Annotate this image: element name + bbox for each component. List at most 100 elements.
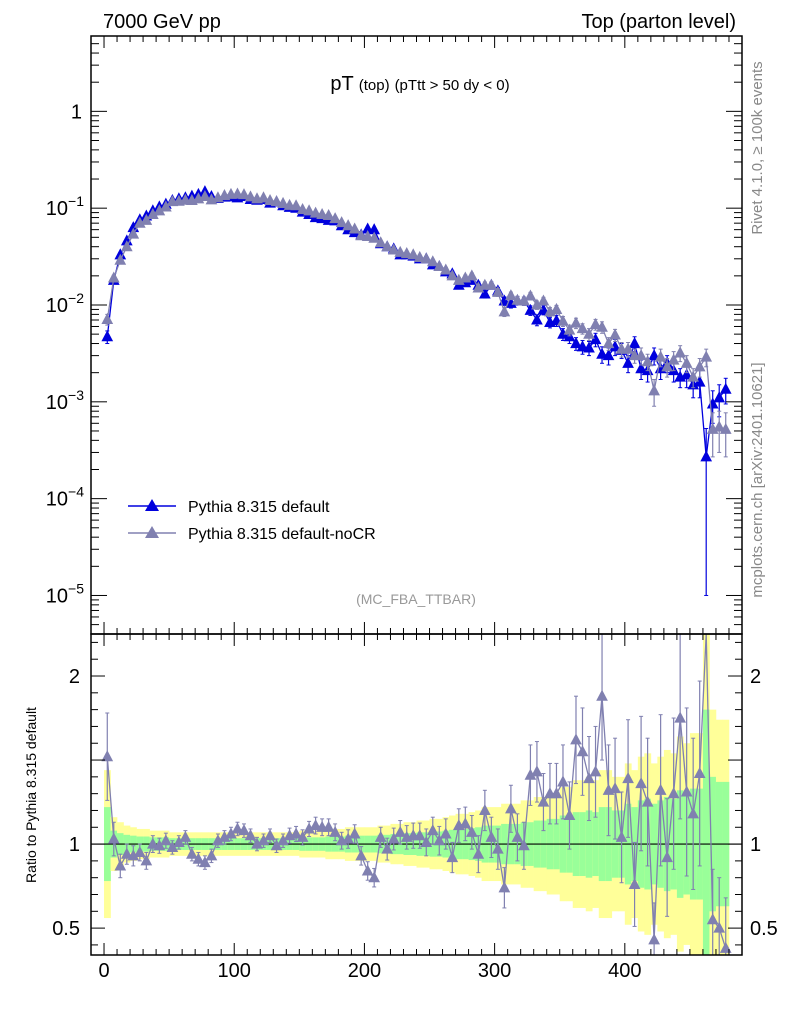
ratio-point <box>413 829 426 841</box>
ratio-point <box>576 745 589 757</box>
ratio-point <box>596 689 608 701</box>
data-point-nocr <box>674 346 687 358</box>
ratio-point <box>479 803 491 816</box>
data-point-default <box>622 356 634 368</box>
data-point-nocr <box>602 337 615 349</box>
ratio-point <box>531 765 543 777</box>
data-point-nocr <box>374 236 387 248</box>
ratio-uncertainty-bands <box>104 634 730 955</box>
data-point-nocr <box>199 189 211 202</box>
data-point-nocr <box>439 263 452 275</box>
ratio-y-tick-label-left: 1 <box>69 834 80 856</box>
ratio-point <box>133 845 146 858</box>
data-point-default <box>713 391 726 403</box>
ratio-point <box>570 733 582 745</box>
data-point-default <box>368 223 381 235</box>
data-point-nocr <box>550 302 563 314</box>
data-point-nocr <box>641 355 654 367</box>
data-point-nocr <box>518 294 530 306</box>
data-point-nocr <box>238 188 250 200</box>
plot-title: pT (top) (pTtt > 50 dy < 0) <box>330 73 509 95</box>
ratio-band-inner <box>702 709 710 955</box>
ratio-point <box>120 847 133 859</box>
ratio-point <box>322 820 335 832</box>
data-point-nocr <box>322 209 335 221</box>
ratio-y-tick-label-right: 1 <box>750 834 761 856</box>
data-point-nocr <box>654 350 667 362</box>
data-point-nocr <box>127 227 140 239</box>
ratio-y-axis-label: Ratio to Pythia 8.315 default <box>23 707 39 883</box>
ratio-point <box>368 871 381 883</box>
ratio-point <box>537 795 550 807</box>
data-point-nocr <box>667 353 680 365</box>
ratio-point <box>641 795 654 807</box>
ratio-point <box>140 854 153 866</box>
data-point-nocr <box>635 349 647 361</box>
ratio-point <box>238 824 250 836</box>
data-point-default <box>635 362 647 374</box>
data-point-nocr <box>700 350 713 362</box>
ratio-point <box>563 809 576 821</box>
ratio-point <box>654 783 667 795</box>
data-point-nocr <box>583 327 595 339</box>
rivet-version-label: Rivet 4.1.0, ≥ 100k events <box>749 61 766 234</box>
ratio-point <box>394 825 407 837</box>
ratio-point <box>439 827 452 839</box>
data-point-nocr <box>381 240 394 252</box>
ratio-point <box>472 847 485 859</box>
ratio-y-tick-label-right: 0.5 <box>750 918 778 940</box>
data-point-nocr <box>596 320 608 332</box>
data-point-default <box>101 330 114 342</box>
data-point-default <box>693 375 706 387</box>
data-point-nocr <box>498 305 511 317</box>
ratio-point <box>127 849 140 861</box>
legend-label-nocr: Pythia 8.315 default-noCR <box>188 526 376 543</box>
data-point-nocr <box>153 204 166 216</box>
x-tick-label: 300 <box>478 960 511 982</box>
legend-label-default: Pythia 8.315 default <box>188 499 330 516</box>
title-cut: (pTtt > 50 dy < 0) <box>395 77 510 94</box>
data-point-nocr <box>557 314 569 326</box>
data-point-nocr <box>661 360 673 372</box>
data-point-nocr <box>133 216 146 228</box>
ratio-point <box>199 856 211 868</box>
ratio-point <box>231 822 244 834</box>
data-point-nocr <box>140 213 153 225</box>
ratio-point <box>296 830 309 842</box>
title-main: pT <box>330 73 353 95</box>
ratio-point <box>361 864 374 876</box>
y-tick-label: 1 <box>71 101 82 123</box>
ratio-point <box>107 832 120 844</box>
ratio-point <box>492 842 504 854</box>
data-point-nocr <box>622 342 634 354</box>
ratio-point <box>166 840 179 852</box>
data-point-nocr <box>107 271 120 283</box>
ratio-point <box>160 834 172 846</box>
data-point-nocr <box>114 253 127 265</box>
data-point-nocr <box>485 278 498 290</box>
data-point-nocr <box>244 190 257 202</box>
ratio-point <box>146 837 159 849</box>
data-point-nocr <box>609 328 621 340</box>
data-point-nocr <box>426 255 439 267</box>
ratio-point <box>244 829 257 841</box>
data-point-default <box>479 287 491 299</box>
ratio-point <box>101 750 114 762</box>
data-point-nocr <box>524 289 537 301</box>
data-point-nocr <box>101 312 114 324</box>
data-point-default <box>602 349 615 361</box>
data-point-nocr <box>160 200 172 212</box>
ratio-point <box>505 802 517 814</box>
ratio-point <box>348 827 361 839</box>
data-point-nocr <box>719 422 732 434</box>
series-line-nocr <box>106 193 726 431</box>
y-tick-label: 10−5 <box>46 580 84 607</box>
data-point-default <box>537 303 550 315</box>
data-point-nocr <box>687 370 700 382</box>
ratio-point <box>114 859 127 871</box>
data-point-nocr <box>257 191 270 203</box>
mcplots-label: mcplots.cern.ch [arXiv:2401.10621] <box>749 362 766 597</box>
ratio-point <box>186 847 198 859</box>
